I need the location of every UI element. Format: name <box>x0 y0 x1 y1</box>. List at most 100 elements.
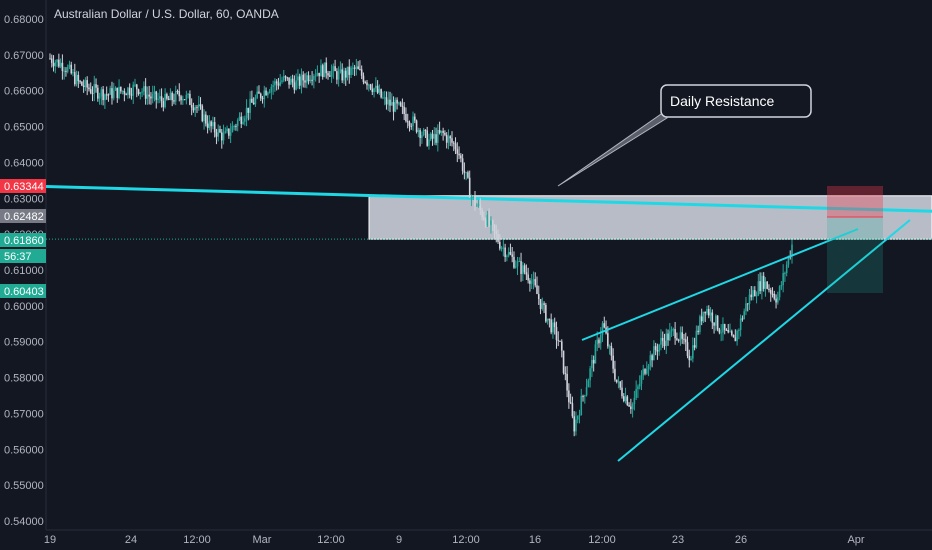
candle-body <box>649 355 652 366</box>
candle-body <box>651 355 653 361</box>
candle-body <box>569 402 572 404</box>
candle-body <box>357 66 359 70</box>
candle-body <box>518 261 521 263</box>
candle-body <box>72 72 74 74</box>
candle-body <box>70 64 73 74</box>
candle-body <box>442 130 444 133</box>
candle-body <box>275 81 278 84</box>
candle-body <box>709 312 712 316</box>
candle-body <box>180 96 182 101</box>
candle-body <box>536 285 538 294</box>
candle-body <box>499 241 501 249</box>
candle-body <box>81 81 83 86</box>
candle-body <box>440 130 443 133</box>
candle-body <box>626 396 629 406</box>
candle-body <box>727 329 730 333</box>
candle-body <box>734 337 737 342</box>
candle-body <box>630 406 632 410</box>
candle-body <box>598 339 600 344</box>
candle-body <box>723 324 726 330</box>
drawings[interactable]: Daily Resistance <box>557 84 911 462</box>
candle-body <box>725 329 728 331</box>
candle-body <box>406 121 409 123</box>
candle-body <box>88 87 90 90</box>
candle-body <box>470 197 473 199</box>
candle-body <box>720 332 722 334</box>
candle-body <box>791 244 793 257</box>
candle-body <box>447 136 450 143</box>
candle-body <box>311 79 313 81</box>
candle-body <box>107 94 110 96</box>
candle-body <box>162 101 165 108</box>
candle-body <box>267 92 269 96</box>
candle-body <box>553 322 556 327</box>
candle-body <box>95 84 97 88</box>
candle-body <box>426 130 428 146</box>
candle-body <box>653 346 655 361</box>
candle-body <box>746 303 749 305</box>
candle-body <box>784 273 786 275</box>
stop-loss-zone <box>827 186 883 217</box>
candle-body <box>461 158 464 171</box>
candle-body <box>761 275 763 292</box>
candle-body <box>468 177 471 198</box>
candle-body <box>435 134 437 143</box>
candle-body <box>332 66 335 71</box>
candle-body <box>530 281 533 284</box>
candle-body <box>438 130 441 133</box>
candle-body <box>472 196 475 198</box>
candle-body <box>392 102 395 112</box>
candle-body <box>121 90 124 92</box>
candle-body <box>665 333 668 347</box>
candle-body <box>422 129 425 136</box>
candle-body <box>688 355 691 361</box>
candle-body <box>297 76 299 81</box>
candle-body <box>624 396 627 402</box>
candle-body <box>350 67 352 75</box>
candle-body <box>203 114 205 122</box>
price-badge <box>0 209 46 223</box>
candle-body <box>677 339 680 341</box>
candle-body <box>693 345 696 348</box>
candle-body <box>633 397 636 405</box>
candle-body <box>187 93 189 95</box>
candle-body <box>452 142 455 144</box>
candle-body <box>98 96 101 99</box>
candle-body <box>591 359 593 369</box>
x-tick-label: 24 <box>125 534 137 546</box>
candle-body <box>773 293 776 299</box>
candle-body <box>153 91 156 94</box>
x-tick-label: 12:00 <box>317 534 345 546</box>
candle-body <box>424 129 427 131</box>
candle-body <box>755 295 758 297</box>
candle-body <box>431 133 434 139</box>
candle-body <box>534 279 537 286</box>
candle-body <box>352 67 354 69</box>
y-tick-label: 0.64000 <box>4 157 44 169</box>
candle-body <box>396 99 398 104</box>
x-tick-label: 19 <box>44 534 56 546</box>
candle-body <box>771 293 774 295</box>
candle-body <box>251 98 253 103</box>
candle-body <box>506 255 508 258</box>
price-badge <box>0 249 46 263</box>
candle-body <box>545 304 547 322</box>
candle-body <box>768 288 770 291</box>
candle-body <box>642 369 645 376</box>
candle-body <box>488 214 490 225</box>
x-tick-label: Apr <box>847 534 864 546</box>
candle-body <box>741 318 744 320</box>
candle-body <box>339 69 342 72</box>
candle-body <box>380 89 382 98</box>
candle-body <box>497 234 499 242</box>
y-tick-label: 0.63000 <box>4 193 44 205</box>
candle-body <box>73 72 76 85</box>
candle-body <box>240 116 243 124</box>
candle-body <box>390 102 393 106</box>
candle-body <box>387 99 390 105</box>
candle-body <box>369 84 372 89</box>
candle-body <box>125 94 127 96</box>
candle-body <box>619 381 622 388</box>
candle-body <box>585 387 588 396</box>
